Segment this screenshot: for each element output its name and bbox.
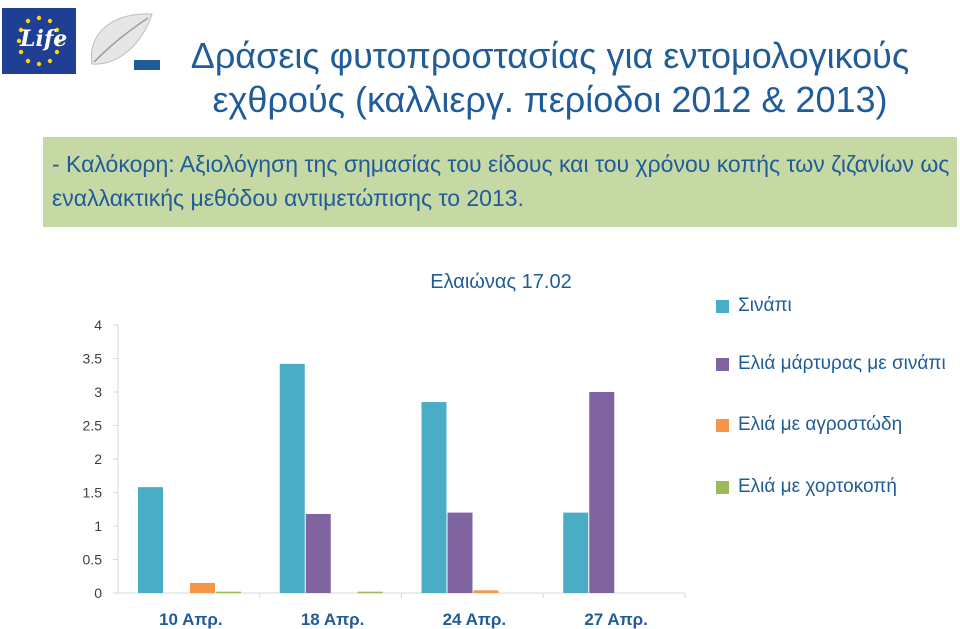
bar-3-3	[473, 590, 499, 593]
bar-4-2	[357, 591, 383, 594]
x-category-label: 10 Απρ.	[159, 610, 223, 629]
eu-life-logo: Life	[2, 8, 76, 74]
bar-2-2	[305, 513, 331, 593]
page-title: Δράσεις φυτοπροστασίας για εντομολογικού…	[190, 35, 910, 120]
legend-swatch	[716, 419, 729, 432]
y-tick-label: 2	[94, 451, 102, 467]
subtitle: - Καλόκορη: Αξιολόγηση της σημασίας του …	[52, 147, 952, 215]
legend-label: Ελιά με αγροστώδη	[738, 414, 903, 435]
y-tick-label: 2.5	[83, 418, 103, 434]
bar-4-1	[216, 591, 241, 594]
y-tick-label: 1	[94, 518, 102, 534]
x-category-label: 18 Απρ.	[301, 610, 365, 629]
subtitle-text: Αξιολόγηση της σημασίας του είδους και τ…	[52, 151, 950, 211]
legend-label: Ελιά με χορτοκοπή	[738, 476, 897, 497]
y-tick-label: 3	[94, 384, 102, 400]
legend-swatch	[716, 300, 729, 313]
bar-3-1	[190, 582, 215, 593]
bar-1-1	[138, 487, 163, 593]
legend-swatch	[716, 358, 729, 371]
y-tick-label: 3.5	[83, 351, 103, 367]
bar-2-3	[447, 512, 473, 593]
y-tick-label: 4	[94, 317, 102, 333]
legend-label: Ελιά μάρτυρας με σινάπι	[738, 353, 946, 374]
x-category-label: 27 Απρ.	[584, 610, 648, 629]
y-tick-label: 1.5	[83, 485, 103, 501]
bar-2-4	[589, 392, 615, 593]
life-logo-text: Life	[20, 26, 68, 52]
bar-1-2	[279, 363, 305, 593]
x-category-label: 24 Απρ.	[443, 610, 507, 629]
eu-stars-icon	[16, 15, 62, 67]
subtitle-prefix: - Καλόκορη:	[52, 151, 180, 177]
bar-1-3	[421, 402, 447, 593]
legend-label: Σινάπι	[738, 295, 792, 316]
bar-chart: Ελαιώνας 17.02 0 0.5 1 1.5 2 2.5 3 3.5 4 10 Απρ. 18…	[83, 271, 686, 629]
y-tick-label: 0	[94, 585, 102, 601]
chart-title: Ελαιώνας 17.02	[430, 271, 571, 293]
sage-leaf-logo	[90, 13, 160, 70]
bar-1-4	[563, 512, 589, 593]
subtitle-box: - Καλόκορη: Αξιολόγηση της σημασίας του …	[43, 137, 957, 227]
legend-swatch	[716, 481, 729, 494]
y-tick-label: 0.5	[83, 552, 103, 568]
